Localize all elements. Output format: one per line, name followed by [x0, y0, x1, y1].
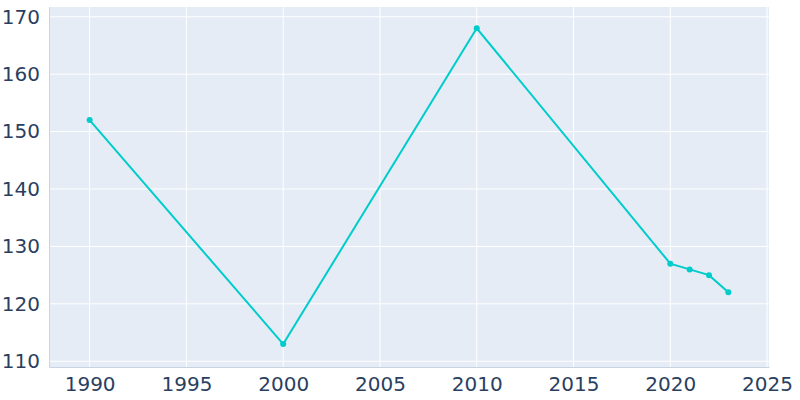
marker [474, 25, 480, 31]
tick-label: 140 [2, 177, 40, 201]
marker [280, 341, 286, 347]
line [90, 28, 729, 344]
plot: 1990 1995 2000 2005 2010 2015 2020 2025 110 120 13… [2, 5, 793, 397]
x-axis: 1990 1995 2000 2005 2010 2015 2020 2025 [50, 367, 794, 396]
grid-line-x [476, 7, 477, 367]
tick: 140 [2, 177, 49, 201]
grid-line-y [49, 16, 769, 17]
tick: 1995 [161, 367, 212, 396]
y-axis: 110 120 130 140 150 160 170 [2, 5, 50, 373]
tick: 120 [2, 292, 49, 316]
grid-line-x [670, 7, 671, 367]
grid-line-y [49, 246, 769, 247]
tick-label: 1995 [161, 372, 212, 396]
tick-label: 2000 [258, 372, 309, 396]
marker [706, 272, 712, 278]
tick-label: 2020 [645, 372, 696, 396]
axis-line [50, 367, 770, 368]
marker [725, 289, 731, 295]
tick: 110 [2, 349, 49, 373]
tick: 1990 [65, 367, 116, 396]
tick-label: 2015 [549, 372, 600, 396]
tick: 2000 [258, 367, 309, 396]
tick: 130 [2, 234, 49, 258]
tick: 160 [2, 62, 49, 86]
marker [687, 266, 693, 272]
grid-line-y [49, 361, 769, 362]
grid-line-x [89, 7, 90, 367]
axis-line [49, 8, 50, 368]
tick: 2025 [742, 367, 793, 396]
tick-label: 150 [2, 119, 40, 143]
grid [49, 7, 769, 367]
tick: 2005 [355, 367, 406, 396]
tick: 2010 [452, 367, 503, 396]
tick: 2015 [549, 367, 600, 396]
tick: 2020 [645, 367, 696, 396]
tick-label: 2005 [355, 372, 406, 396]
grid-line-x [283, 7, 284, 367]
grid-line-x [573, 7, 574, 367]
marker [87, 117, 93, 123]
grid-line-y [49, 303, 769, 304]
tick-label: 170 [2, 5, 40, 29]
tick-label: 1990 [65, 372, 116, 396]
grid-line-x [186, 7, 187, 367]
tick-label: 2025 [742, 372, 793, 396]
grid-line-y [49, 131, 769, 132]
tick: 170 [2, 5, 49, 29]
grid-line-y [49, 74, 769, 75]
grid-line-x [767, 7, 768, 367]
tick-label: 110 [2, 349, 40, 373]
tick: 150 [2, 119, 49, 143]
tick-label: 2010 [452, 372, 503, 396]
grid-line-y [49, 189, 769, 190]
plot-background [49, 7, 769, 367]
series [87, 25, 732, 347]
tick-label: 160 [2, 62, 40, 86]
tick-label: 120 [2, 292, 40, 316]
tick-label: 130 [2, 234, 40, 258]
marker [667, 261, 673, 267]
chart: 1990 1995 2000 2005 2010 2015 2020 2025 110 120 13… [0, 0, 800, 400]
